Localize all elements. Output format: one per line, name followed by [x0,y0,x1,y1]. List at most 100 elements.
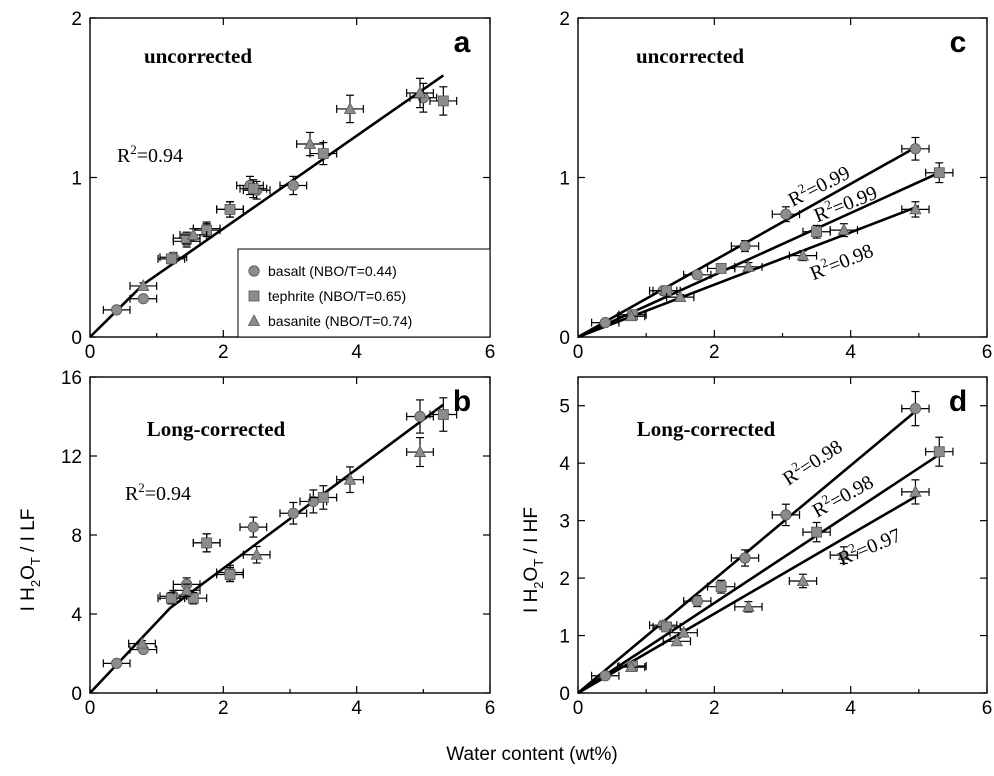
data-point-group [925,162,954,184]
data-point-group [192,533,221,553]
y-tick-label: 4 [559,454,570,475]
data-point-group [652,621,681,633]
x-tick-label: 4 [351,698,362,719]
data-point [739,240,751,252]
data-point [287,507,299,519]
panel-title: uncorrected [636,44,744,68]
data-point [187,228,200,240]
data-point [248,290,260,302]
r-squared-value: =0.94 [137,145,183,167]
data-point-group [102,304,131,316]
data-point [248,265,260,277]
data-point-group [172,583,201,598]
x-tick-label: 2 [218,342,229,363]
y-axis-title-left: I H2OT / I LF [18,509,43,612]
data-point-group [829,223,859,238]
data-point [224,203,236,215]
y-tick-label: 0 [559,684,570,705]
data-point-group [901,390,930,427]
r-squared-sup: 2 [846,540,858,556]
data-point-group [128,636,156,649]
data-point-group [591,317,620,329]
data-point [625,309,638,322]
panel-title: Long-corrected [637,417,776,441]
data-point [250,547,263,560]
y-axis-title-part: T [531,559,546,567]
legend-label: tephrite (NBO/T=0.65) [268,288,406,304]
x-tick-label: 0 [85,342,96,363]
r-squared-label: R2=0.98 [807,468,877,522]
data-point-group [336,466,364,494]
data-point [187,592,199,604]
y-axis-title-part: O [521,567,542,582]
data-point-group [669,625,698,638]
data-point [224,569,236,580]
r-squared-value: =0.98 [825,240,876,278]
r-squared-base: R [125,483,139,505]
data-point-group [683,594,712,608]
r-squared-label: R2=0.97 [834,522,905,571]
x-tick-label: 4 [351,342,362,363]
r-squared-label: R2=0.98 [777,433,846,490]
panel-letter: b [453,385,471,418]
y-tick-label: 2 [559,9,570,30]
data-point [691,595,703,607]
data-point [780,208,792,220]
x-tick-label: 6 [485,342,496,363]
data-point [413,86,427,98]
data-point [165,253,177,265]
x-tick-label: 0 [573,342,584,363]
data-point [303,137,317,149]
panel-letter: d [949,385,967,418]
data-point-group [216,201,244,218]
data-point [287,179,299,192]
data-point-group [279,501,308,525]
y-axis-title-part: / I HF [521,507,542,559]
data-point [599,317,611,329]
data-point-group [662,634,692,647]
data-point-group [406,399,434,434]
data-point-group [734,599,763,613]
data-point [111,304,123,316]
data-point [811,226,822,238]
data-point [201,537,213,549]
data-point-group [216,566,244,583]
data-point-group [279,175,308,196]
y-axis-title-part: 2 [531,581,546,588]
y-tick-label: 3 [559,512,570,533]
data-point [909,485,922,497]
data-point [343,472,357,485]
data-point-group [901,201,930,218]
data-point-group [591,670,620,682]
data-point [437,409,449,420]
y-tick-label: 8 [71,526,82,547]
data-point-group [788,248,818,262]
data-point-group [429,86,458,116]
data-point-group [179,228,208,242]
x-tick-label: 2 [709,342,720,363]
data-point [739,552,751,564]
data-point [933,167,945,179]
data-point-group [788,573,818,589]
data-point [661,621,673,633]
data-point [796,574,810,586]
x-tick-label: 0 [85,698,96,719]
data-point-group [666,290,695,303]
data-point [599,670,611,682]
data-point [180,583,193,596]
data-point-group [925,436,954,467]
data-point [715,263,727,274]
y-axis-title-part: 2 [28,580,43,587]
r-squared-value: =0.98 [796,436,847,480]
legend-label: basalt (NBO/T=0.44) [268,263,397,279]
data-point-group [616,309,646,322]
data-point [135,636,149,649]
x-tick-label: 4 [845,342,856,363]
data-point [742,259,755,272]
fit-line [577,144,920,339]
data-point [165,592,177,604]
y-axis-title-part: T [28,557,43,565]
